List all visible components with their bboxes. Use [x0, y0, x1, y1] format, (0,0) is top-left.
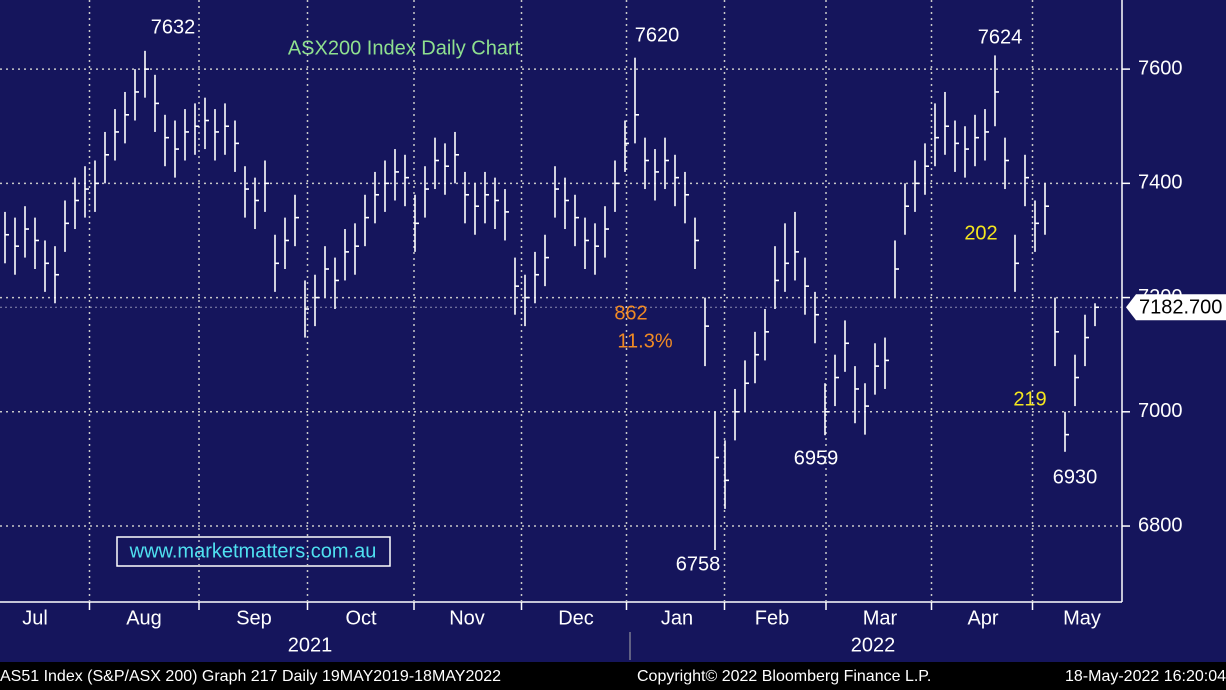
last-price-label: 7182.700 — [1139, 297, 1222, 319]
x-tick-label: Feb — [755, 607, 789, 629]
annotation: 7632 — [151, 16, 196, 38]
x-tick-label: Dec — [558, 607, 594, 629]
annotation: 6959 — [794, 447, 839, 469]
x-tick-label: Jul — [22, 607, 48, 629]
x-tick-label: May — [1063, 607, 1101, 629]
last-price-box — [1126, 294, 1226, 321]
annotation: 862 — [614, 302, 647, 324]
footer-text: 18-May-2022 16:20:04 — [1065, 668, 1226, 685]
x-tick-label: Aug — [126, 607, 162, 629]
x-tick-label: Jan — [661, 607, 693, 629]
background — [0, 0, 1226, 662]
footer-bar — [0, 662, 1226, 690]
watermark: www.marketmatters.com.au — [129, 540, 377, 562]
year-label: 2022 — [851, 634, 896, 656]
annotation: 202 — [964, 222, 997, 244]
chart-title: ASX200 Index Daily Chart — [288, 37, 521, 59]
y-tick-label: 6800 — [1138, 514, 1183, 536]
y-tick-label: 7000 — [1138, 400, 1183, 422]
annotation: 6758 — [676, 553, 721, 575]
x-tick-label: Oct — [345, 607, 377, 629]
footer-text: Copyright© 2022 Bloomberg Finance L.P. — [637, 668, 931, 685]
x-tick-label: Mar — [863, 607, 898, 629]
annotation: 7624 — [978, 26, 1023, 48]
annotation: 11.3% — [617, 330, 672, 352]
year-label: 2021 — [288, 634, 333, 656]
annotation: 6930 — [1053, 466, 1098, 488]
annotation: 219 — [1013, 388, 1046, 410]
annotation: 7620 — [635, 24, 680, 46]
watermark-box — [116, 536, 391, 567]
x-tick-label: Sep — [236, 607, 272, 629]
y-tick-label: 7600 — [1138, 57, 1183, 79]
x-tick-label: Apr — [967, 607, 998, 629]
y-tick-label: 7400 — [1138, 172, 1183, 194]
x-tick-label: Nov — [449, 607, 485, 629]
footer-text: AS51 Index (S&P/ASX 200) Graph 217 Daily… — [0, 668, 501, 685]
